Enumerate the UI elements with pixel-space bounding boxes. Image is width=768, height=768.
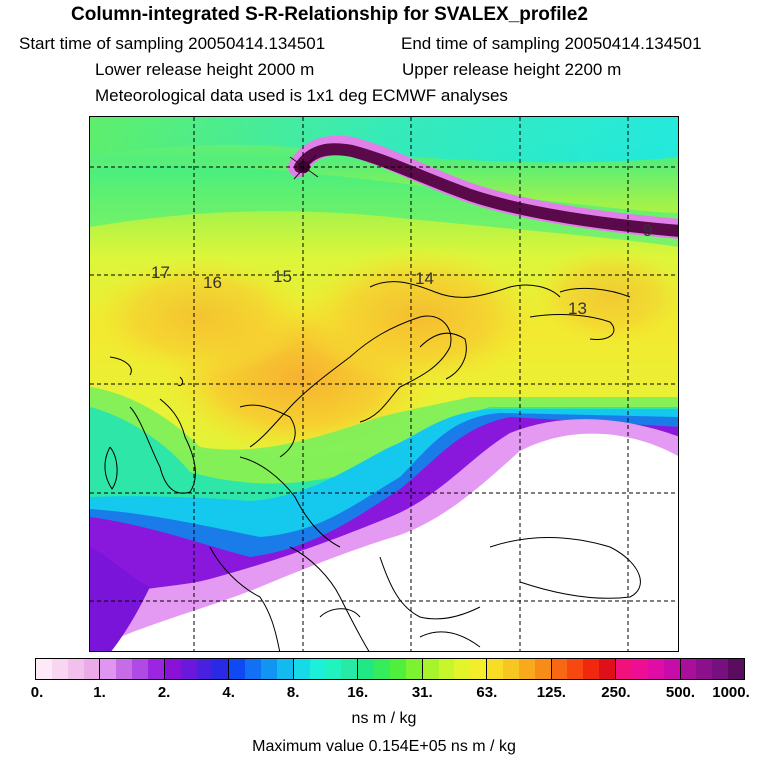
colorbar-swatch <box>276 659 293 679</box>
colorbar-swatch <box>132 659 149 679</box>
colorbar-swatch <box>518 659 535 679</box>
colorbar-swatch <box>616 659 632 679</box>
colorbar-segment <box>229 659 294 679</box>
colorbar-swatch <box>405 659 422 679</box>
colorbar-segment <box>551 659 617 679</box>
contour-label-13: 13 <box>568 299 587 318</box>
colorbar-swatch <box>293 659 310 679</box>
colorbar-tick-label: 1000. <box>712 684 750 701</box>
colorbar-swatch <box>180 659 197 679</box>
colorbar-segment <box>487 659 552 679</box>
colorbar-swatch <box>389 659 406 679</box>
colorbar-swatch <box>680 659 697 679</box>
colorbar-swatch <box>422 659 439 679</box>
colorbar-tick-label: 125. <box>536 684 566 701</box>
colorbar-swatch <box>728 659 744 679</box>
receptor-cross-2 <box>293 154 317 180</box>
colorbar-tick-label: 1. <box>93 684 106 701</box>
colorbar-swatch <box>567 659 584 679</box>
contour-label-15: 15 <box>273 267 292 286</box>
colorbar-tick-label: 250. <box>601 684 631 701</box>
coastlines <box>104 281 641 651</box>
colorbar-segment <box>293 659 359 679</box>
colorbar-swatch <box>696 659 713 679</box>
colorbar-swatch <box>358 659 375 679</box>
north-cyan-band <box>90 117 678 163</box>
srr-field-map <box>90 117 678 651</box>
colorbar-swatch <box>534 659 551 679</box>
colorbar-swatch <box>67 659 84 679</box>
colorbar-segment <box>164 659 230 679</box>
lower-height-label: Lower release height 2000 m <box>95 60 315 79</box>
colorbar-swatch <box>438 659 455 679</box>
colorbar-swatch <box>470 659 487 679</box>
colorbar-swatch <box>551 659 568 679</box>
plume-core <box>294 143 678 237</box>
map-panel: 17 16 15 14 13 9 <box>89 116 679 652</box>
colorbar-tick-label: 0. <box>30 684 44 701</box>
colorbar-segment <box>358 659 423 679</box>
colorbar-tick-label: 8. <box>286 684 300 701</box>
colorbar-tick-label: 16. <box>347 684 369 701</box>
colorbar-swatch <box>100 659 117 679</box>
colorbar-swatch <box>583 659 600 679</box>
colorbar-swatch <box>631 659 648 679</box>
upper-height-label: Upper release height 2200 m <box>402 60 622 79</box>
colorbar-swatch <box>83 659 100 679</box>
colorbar-swatch <box>487 659 504 679</box>
colorbar-swatch <box>164 659 181 679</box>
colorbar-swatch <box>374 659 390 679</box>
end-time-label: End time of sampling 20050414.134501 <box>401 34 702 53</box>
green-band <box>90 165 678 247</box>
white-zone <box>111 433 678 651</box>
colorbar-tick-label: 2. <box>157 684 171 701</box>
colorbar-swatch <box>503 659 519 679</box>
colorbar-swatch <box>229 659 246 679</box>
colorbar-segment <box>680 659 744 679</box>
colorbar-swatch <box>712 659 729 679</box>
colorbar-swatch <box>663 659 680 679</box>
colorbar-swatch <box>341 659 358 679</box>
colorbar-swatch <box>599 659 616 679</box>
colorbar-swatch <box>36 659 52 679</box>
contour-label-17: 17 <box>151 263 170 282</box>
colorbar-segment <box>100 659 165 679</box>
colorbar-tick-label: 31. <box>411 684 433 701</box>
colorbar-swatch <box>261 659 277 679</box>
start-time-label: Start time of sampling 20050414.134501 <box>19 34 326 53</box>
colorbar-swatch <box>454 659 471 679</box>
colorbar-swatch <box>325 659 342 679</box>
max-value-label: Maximum value 0.154E+05 ns m / kg <box>252 738 516 755</box>
colorbar-swatch <box>116 659 133 679</box>
colorbar-swatch <box>51 659 68 679</box>
purple-west-tongue <box>90 547 150 651</box>
orange-max-west <box>90 257 310 377</box>
colorbar-swatch <box>245 659 262 679</box>
met-data-label: Meteorological data used is 1x1 deg ECMW… <box>95 86 508 105</box>
colorbar-swatch <box>148 659 164 679</box>
colorbar-swatch <box>647 659 664 679</box>
units-label: ns m / kg <box>351 710 417 727</box>
colorbar-swatch <box>196 659 213 679</box>
contour-label-14: 14 <box>415 269 434 288</box>
colorbar-segment <box>422 659 488 679</box>
colorbar-segment <box>616 659 681 679</box>
colorbar <box>35 658 745 680</box>
contour-label-16: 16 <box>203 273 222 292</box>
colorbar-tick-label: 63. <box>476 684 498 701</box>
colorbar-tick-label: 4. <box>222 684 235 701</box>
orange-max-far-east <box>530 247 678 347</box>
plot-title: Column-integrated S-R-Relationship for S… <box>71 4 588 25</box>
colorbar-tick-label: 500. <box>665 684 696 701</box>
colorbar-swatch <box>309 659 326 679</box>
contour-label-9: 9 <box>643 221 653 240</box>
colorbar-swatch <box>212 659 229 679</box>
graticule <box>90 117 678 651</box>
colorbar-segment <box>36 659 101 679</box>
